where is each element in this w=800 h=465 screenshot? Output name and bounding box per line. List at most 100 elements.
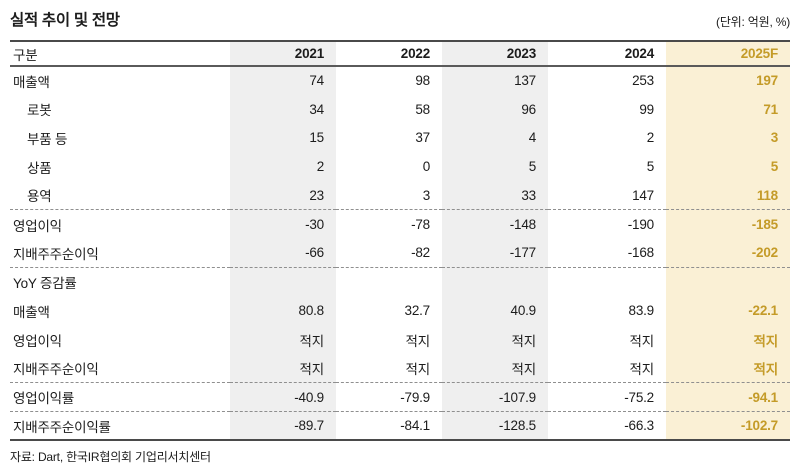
- row-label: 상품: [27, 160, 52, 176]
- header-category: 구분: [13, 47, 38, 63]
- table-row: 지배주주순이익 -66 -82 -177 -168 -202: [10, 238, 790, 268]
- source-note: 자료: Dart, 한국IR협의회 기업리서치센터: [10, 450, 211, 465]
- cell-2022: 32.7: [404, 303, 431, 319]
- header-2024: 2024: [624, 46, 654, 61]
- cell-2023: 96: [442, 94, 548, 124]
- table-row: 매출액 80.8 32.7 40.9 83.9 -22.1: [10, 296, 790, 326]
- cell-2022: 적지: [405, 362, 431, 378]
- cell-2021: -66: [230, 238, 336, 268]
- cell-2024: -168: [627, 245, 654, 261]
- cell-2022: 37: [415, 130, 430, 146]
- cell-2022: -79.9: [400, 389, 430, 405]
- cell-2022: 58: [415, 101, 430, 117]
- cell-2025F: -94.1: [666, 382, 790, 412]
- cell-2022: -84.1: [400, 418, 430, 434]
- cell-2025F: -22.1: [666, 296, 790, 326]
- cell-2023: -107.9: [442, 382, 548, 412]
- row-label: 매출액: [13, 74, 50, 90]
- cell-2023: -177: [442, 238, 548, 268]
- cell-2025F: 적지: [666, 325, 790, 354]
- cell-2021: 23: [230, 181, 336, 210]
- table-row: 지배주주순이익 적지 적지 적지 적지 적지: [10, 353, 790, 383]
- row-label: 지배주주순이익: [13, 246, 99, 262]
- cell-2023: 40.9: [442, 296, 548, 326]
- financial-table: 구분 2021 2022 2023 2024 2025F 매출액 74 98 137 2…: [10, 40, 790, 441]
- table-row: 부품 등 15 37 4 2 3: [10, 123, 790, 153]
- header-2022: 2022: [400, 46, 430, 61]
- cell-2021: 34: [230, 94, 336, 124]
- cell-2021: 적지: [230, 325, 336, 354]
- cell-2021: 74: [230, 66, 336, 95]
- cell-2022: 98: [415, 73, 430, 89]
- table-row: 영업이익률 -40.9 -79.9 -107.9 -75.2 -94.1: [10, 382, 790, 412]
- table-row: 지배주주순이익률 -89.7 -84.1 -128.5 -66.3 -102.7: [10, 411, 790, 441]
- cell-2024: [548, 268, 666, 297]
- row-label: 매출액: [13, 304, 50, 320]
- cell-2023: 4: [442, 123, 548, 153]
- cell-2021: 적지: [230, 353, 336, 383]
- cell-2025F: 197: [666, 66, 790, 95]
- cell-2021: -30: [230, 209, 336, 239]
- row-label: 지배주주순이익률: [13, 419, 111, 435]
- cell-2022: -82: [411, 245, 430, 261]
- row-label: 영업이익: [13, 218, 62, 234]
- cell-2023: -148: [442, 209, 548, 239]
- cell-2025F: 118: [666, 181, 790, 210]
- cell-2025F: 3: [666, 123, 790, 153]
- cell-2025F: -185: [666, 209, 790, 239]
- table-row: 용역 23 3 33 147 118: [10, 181, 790, 210]
- cell-2024: -75.2: [624, 389, 654, 405]
- table-row: 매출액 74 98 137 253 197: [10, 66, 790, 95]
- cell-2023: -128.5: [442, 411, 548, 441]
- cell-2025F: -102.7: [666, 411, 790, 441]
- cell-2021: -89.7: [230, 411, 336, 441]
- row-label: 영업이익: [13, 333, 62, 349]
- header-2023: 2023: [442, 41, 548, 66]
- cell-2023: 137: [442, 66, 548, 95]
- table-row: 상품 2 0 5 5 5: [10, 152, 790, 182]
- cell-2022: 3: [422, 187, 431, 203]
- cell-2025F: 71: [666, 94, 790, 124]
- cell-2023: 33: [442, 181, 548, 210]
- cell-2022: 0: [422, 159, 431, 175]
- header-2021: 2021: [230, 41, 336, 66]
- row-label: 지배주주순이익: [13, 362, 99, 378]
- row-label: 로봇: [27, 103, 52, 119]
- cell-2022: -78: [411, 217, 430, 233]
- table-row: 영업이익 적지 적지 적지 적지 적지: [10, 325, 790, 354]
- cell-2021: [230, 267, 336, 297]
- cell-2021: -40.9: [230, 382, 336, 412]
- cell-2023: 5: [442, 152, 548, 182]
- cell-2024: 2: [646, 130, 655, 146]
- cell-2024: 5: [646, 159, 655, 175]
- cell-2024: 253: [632, 73, 654, 89]
- table-row: YoY 증감률: [10, 267, 790, 297]
- header-2025F: 2025F: [666, 41, 790, 66]
- cell-2021: 15: [230, 123, 336, 153]
- row-label: 부품 등: [27, 131, 68, 147]
- cell-2025F: 적지: [666, 353, 790, 383]
- cell-2022: 적지: [405, 333, 431, 349]
- cell-2024: 적지: [629, 333, 655, 349]
- table-row: 로봇 34 58 96 99 71: [10, 94, 790, 124]
- cell-2024: 적지: [629, 362, 655, 378]
- cell-2024: -190: [627, 217, 654, 233]
- cell-2025F: [666, 267, 790, 297]
- cell-2023: 적지: [442, 353, 548, 383]
- titlebar: 실적 추이 및 전망 (단위: 억원, %): [10, 8, 790, 30]
- cell-2024: 83.9: [628, 303, 655, 319]
- cell-2021: 80.8: [230, 296, 336, 326]
- row-label: 용역: [27, 189, 52, 205]
- cell-2023: 적지: [442, 325, 548, 354]
- table-row: 영업이익 -30 -78 -148 -190 -185: [10, 209, 790, 239]
- cell-2022: [336, 268, 442, 297]
- cell-2025F: -202: [666, 238, 790, 268]
- cell-2024: 147: [632, 187, 654, 203]
- table-body: 매출액 74 98 137 253 197 로봇 34 58 96 99 71 부품 등 15 37 4 2 3 상…: [10, 66, 790, 441]
- table-header-row: 구분 2021 2022 2023 2024 2025F: [10, 41, 790, 66]
- cell-2025F: 5: [666, 152, 790, 182]
- table-title: 실적 추이 및 전망: [10, 12, 120, 29]
- unit-label: (단위: 억원, %): [716, 15, 790, 29]
- cell-2024: -66.3: [624, 418, 654, 434]
